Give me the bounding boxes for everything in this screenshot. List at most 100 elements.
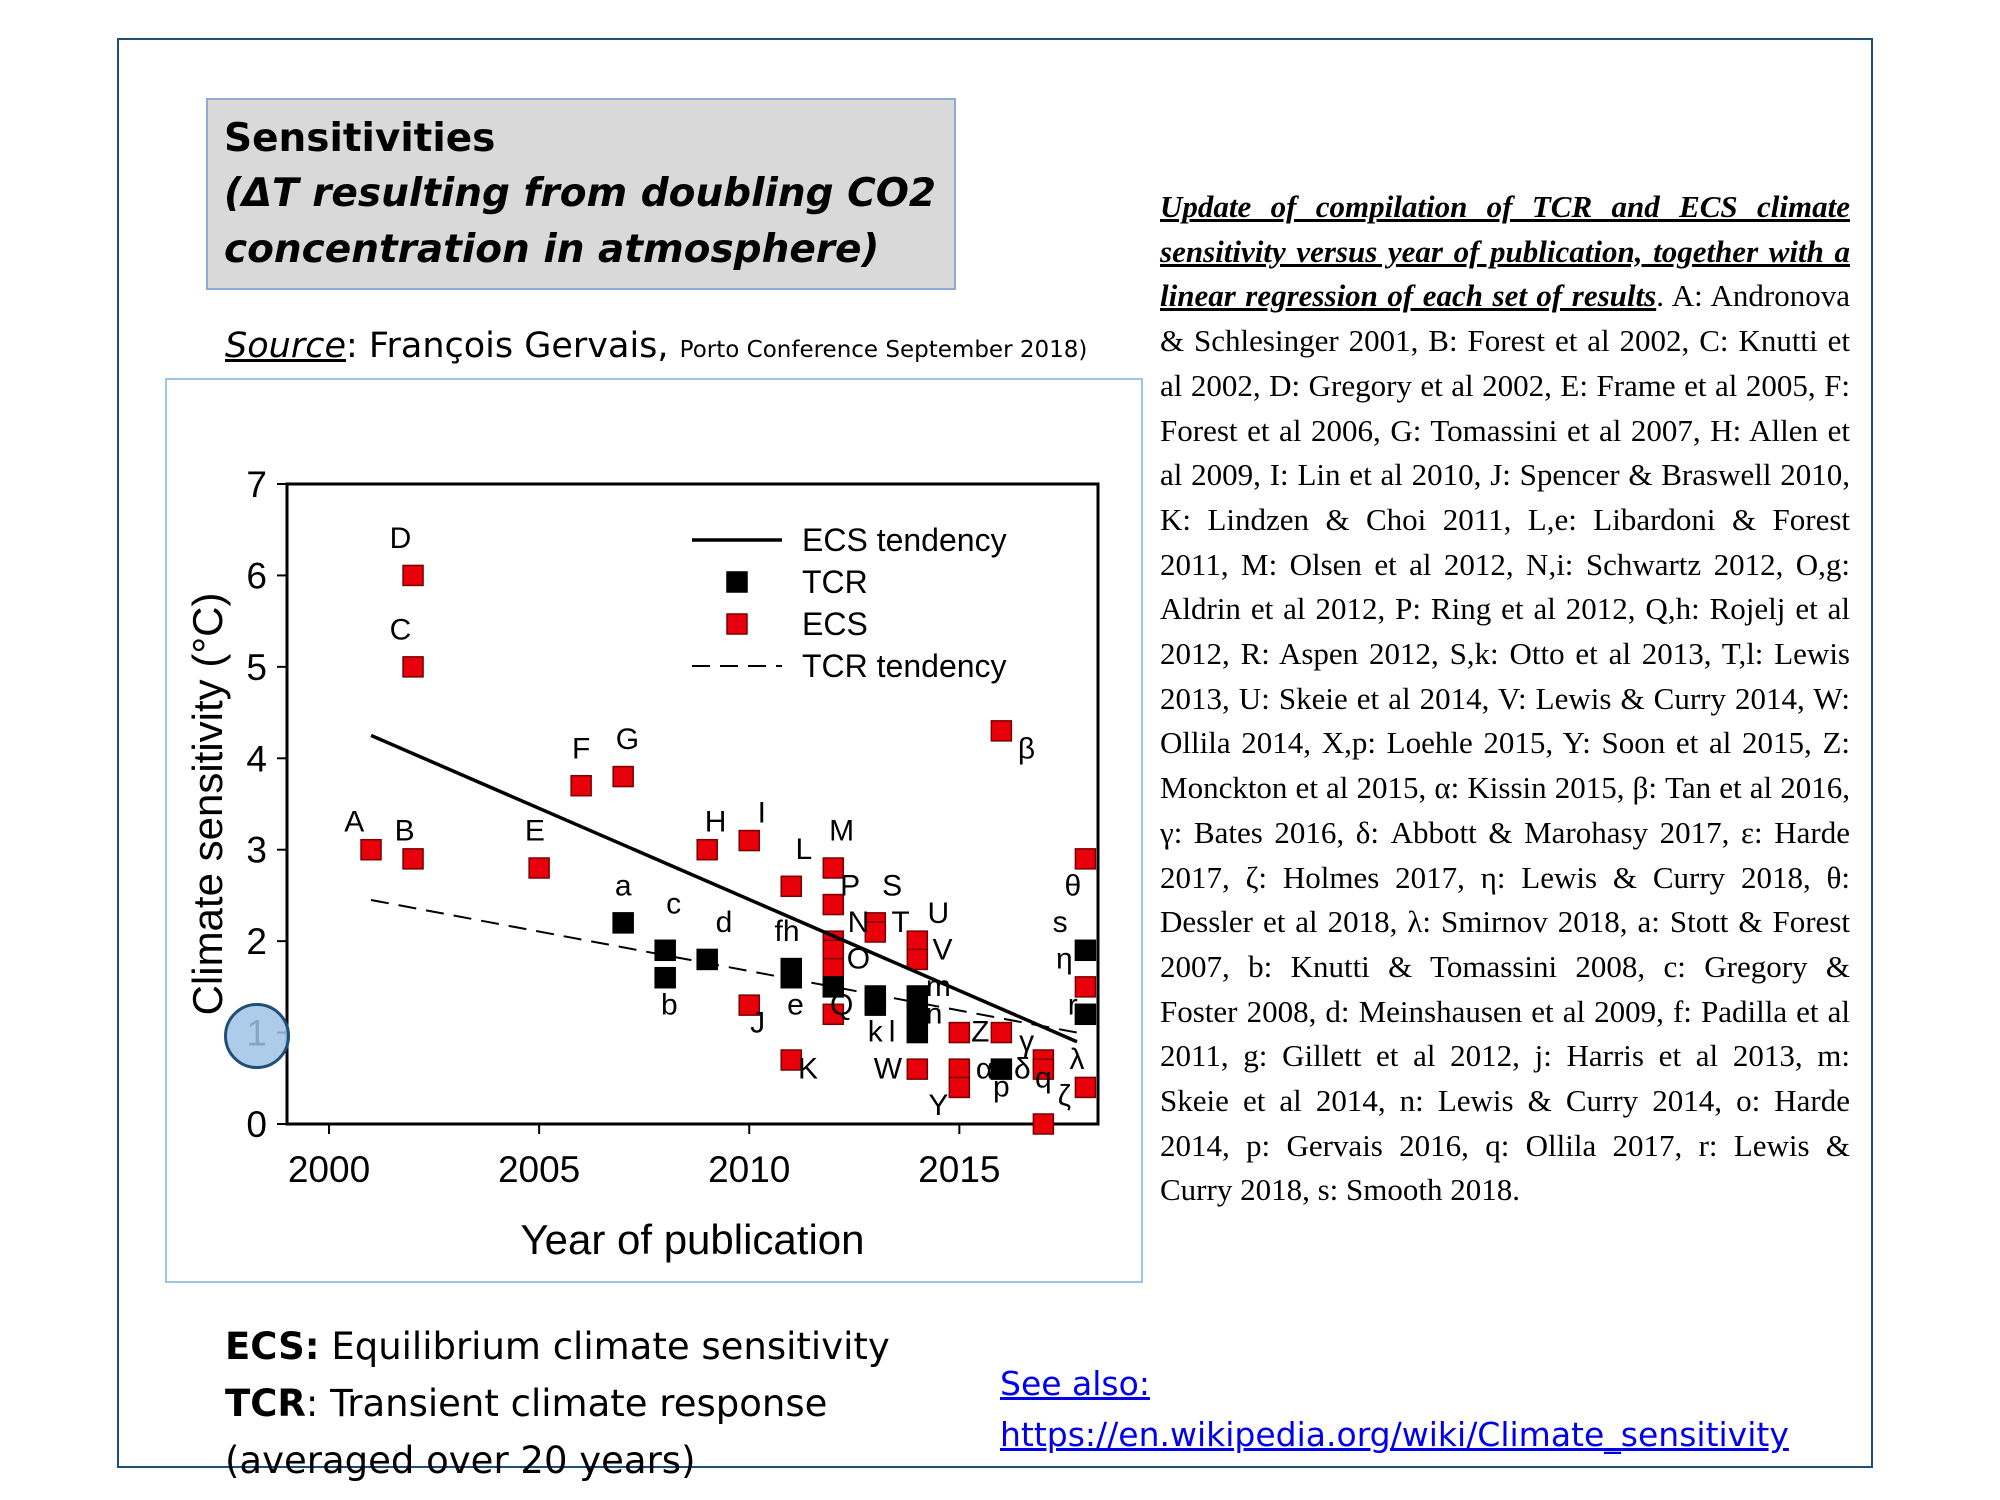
- y-tick-label: 2: [246, 921, 267, 962]
- title-line-2: (ΔT resulting from doubling CO2: [224, 171, 936, 216]
- tcr-point: [1074, 1003, 1097, 1026]
- ecs-point: [906, 930, 929, 952]
- point-annotation: I: [758, 796, 766, 829]
- y-tick-label: 5: [246, 647, 267, 688]
- ecs-point: [1032, 1058, 1055, 1080]
- point-annotation: N: [848, 906, 870, 939]
- point-annotation: U: [927, 897, 949, 930]
- ecs-point: [696, 838, 718, 861]
- tcr-point: [906, 1021, 929, 1044]
- ecs-point: [822, 893, 845, 916]
- point-annotation: G: [616, 723, 639, 756]
- point-annotation: δ: [1014, 1052, 1031, 1085]
- y-tick-label: 6: [246, 555, 267, 596]
- ecs-point: [822, 857, 845, 879]
- ecs-abbr: ECS:: [225, 1325, 320, 1368]
- source-label: Source: [225, 326, 346, 366]
- point-annotation: r: [1068, 988, 1078, 1021]
- title-box: Sensitivities (ΔT resulting from doublin…: [206, 98, 956, 290]
- tcr-point: [822, 976, 845, 998]
- point-annotation: fh: [775, 915, 800, 948]
- ecs-point: [948, 1076, 971, 1099]
- point-annotation: L: [796, 833, 813, 866]
- y-tick-label: 3: [246, 830, 267, 871]
- legend-ecs-swatch: [726, 613, 748, 635]
- legend-label: TCR: [802, 564, 868, 600]
- point-annotation: M: [829, 815, 854, 848]
- point-annotation: W: [874, 1052, 903, 1085]
- ecs-point: [906, 1058, 929, 1080]
- tcr-definition: TCR: Transient climate response: [225, 1375, 890, 1432]
- point-annotation: α: [976, 1052, 993, 1085]
- point-annotation: S: [882, 869, 902, 902]
- ecs-point: [1074, 848, 1097, 870]
- tcr-point: [654, 966, 676, 989]
- ecs-definition: ECS: Equilibrium climate sensitivity: [225, 1318, 890, 1375]
- ecs-point: [360, 838, 382, 861]
- ecs-point: [822, 939, 845, 962]
- point-annotation: Y: [928, 1089, 948, 1122]
- legend-label: ECS: [802, 606, 868, 642]
- y-tick-label: 4: [246, 738, 267, 779]
- point-annotation: p: [993, 1071, 1010, 1104]
- ecs-point: [906, 948, 929, 971]
- legend-tcr-swatch: [726, 571, 748, 593]
- figure-caption: Update of compilation of TCR and ECS cli…: [1160, 185, 1850, 1213]
- tcr-point: [1074, 939, 1097, 962]
- point-annotation: γ: [1019, 1025, 1034, 1058]
- ecs-point: [990, 1021, 1013, 1044]
- ecs-point: [780, 1049, 802, 1071]
- y-axis-label: Climate sensitivity (°C): [184, 593, 231, 1016]
- point-annotation: d: [716, 906, 733, 939]
- tcr-point: [612, 912, 634, 934]
- tcr-point: [906, 1003, 929, 1026]
- point-annotation: θ: [1064, 869, 1081, 902]
- x-tick-label: 2000: [288, 1149, 370, 1190]
- ecs-point: [780, 875, 802, 898]
- source-event: Porto Conference September 2018): [679, 337, 1088, 363]
- tcr-abbr: TCR: [225, 1382, 306, 1425]
- ecs-point: [570, 774, 592, 797]
- ecs-point: [822, 957, 845, 980]
- ecs-point: [402, 564, 424, 587]
- see-also-link[interactable]: See also: https://en.wikipedia.org/wiki/…: [1000, 1358, 1789, 1460]
- slide-frame: [117, 38, 1873, 1468]
- source-line: Source: François Gervais, Porto Conferen…: [225, 326, 1087, 366]
- point-annotation: Z: [971, 1016, 989, 1049]
- point-annotation: O: [847, 943, 870, 976]
- tcr-note: (averaged over 20 years): [225, 1439, 696, 1482]
- point-annotation: a: [615, 869, 632, 902]
- point-annotation: P: [840, 869, 860, 902]
- point-annotation: A: [344, 805, 364, 838]
- callout-circle: [224, 1003, 290, 1069]
- x-tick-label: 2005: [498, 1149, 580, 1190]
- ecs-text: Equilibrium climate sensitivity: [319, 1325, 890, 1368]
- ecs-point: [1074, 976, 1097, 998]
- caption-body: . A: Andronova & Schlesinger 2001, B: Fo…: [1160, 278, 1850, 1208]
- x-tick-label: 2015: [918, 1149, 1000, 1190]
- ecs-point: [990, 720, 1013, 742]
- point-annotation: K: [798, 1052, 818, 1085]
- point-annotation: η: [1056, 943, 1073, 976]
- point-annotation: J: [750, 1007, 765, 1040]
- point-annotation: n: [926, 997, 943, 1030]
- point-annotation: V: [933, 933, 953, 966]
- tcr-point: [864, 994, 887, 1016]
- y-tick-label: 7: [246, 464, 267, 505]
- tcr-point: [780, 966, 802, 989]
- ecs-point: [402, 848, 424, 870]
- tcr-point: [990, 1058, 1013, 1080]
- legend-label: ECS tendency: [802, 522, 1007, 558]
- point-annotation: C: [390, 613, 412, 646]
- see-also-label[interactable]: See also:: [1000, 1364, 1150, 1403]
- title-line-3: concentration in atmosphere): [224, 227, 880, 272]
- ecs-point: [822, 1003, 845, 1026]
- point-annotation: q: [1035, 1061, 1052, 1094]
- see-also-url[interactable]: https://en.wikipedia.org/wiki/Climate_se…: [1000, 1415, 1789, 1454]
- point-annotation: D: [390, 522, 412, 555]
- ecs-point: [948, 1058, 971, 1080]
- ecs-point: [738, 994, 760, 1016]
- point-annotation: T: [891, 906, 909, 939]
- point-annotation: c: [666, 888, 681, 921]
- y-tick-label: 0: [246, 1104, 267, 1145]
